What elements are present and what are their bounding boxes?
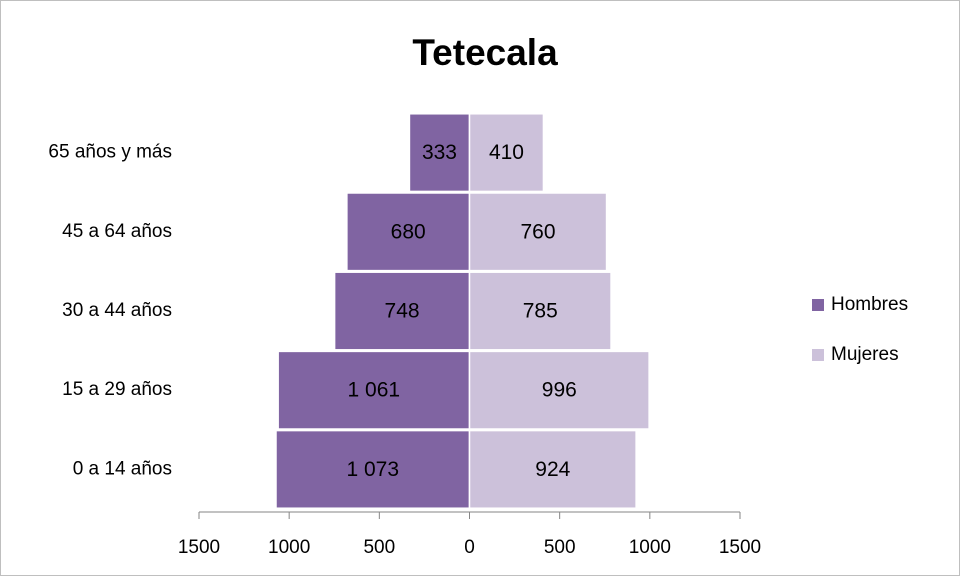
bar: [346, 192, 471, 272]
bar: [468, 192, 608, 272]
bar: [468, 350, 650, 430]
x-tick-label: 1000: [268, 537, 310, 558]
data-label: 333: [422, 141, 457, 164]
bar: [468, 429, 637, 509]
legend-swatch: [812, 349, 824, 361]
legend-label: Hombres: [831, 294, 908, 315]
data-label: 785: [523, 300, 558, 323]
y-tick-label: 15 a 29 años: [62, 379, 172, 400]
data-label: 996: [542, 379, 577, 402]
y-tick-label: 30 a 44 años: [62, 300, 172, 321]
x-tick-label: 1500: [178, 537, 220, 558]
y-tick-label: 65 años y más: [48, 142, 172, 163]
bar: [277, 350, 471, 430]
data-label: 410: [489, 141, 524, 164]
data-label: 924: [535, 458, 570, 481]
bar: [468, 113, 545, 193]
x-tick-label: 1000: [629, 537, 671, 558]
data-label: 680: [391, 220, 426, 243]
chart-title: Tetecala: [412, 32, 558, 73]
bar: [333, 271, 471, 351]
legend-swatch: [812, 299, 824, 311]
legend-label: Mujeres: [831, 344, 899, 365]
x-tick-label: 500: [363, 537, 395, 558]
x-tick-label: 500: [544, 537, 576, 558]
x-tick-label: 0: [464, 537, 475, 558]
data-label: 748: [385, 300, 420, 323]
y-tick-label: 0 a 14 años: [73, 458, 172, 479]
data-label: 760: [521, 220, 556, 243]
data-label: 1 061: [348, 379, 401, 402]
data-label: 1 073: [346, 458, 399, 481]
y-tick-label: 45 a 64 años: [62, 221, 172, 242]
bar: [468, 271, 612, 351]
bar: [275, 429, 471, 509]
bar: [408, 113, 471, 193]
x-tick-label: 1500: [719, 537, 761, 558]
